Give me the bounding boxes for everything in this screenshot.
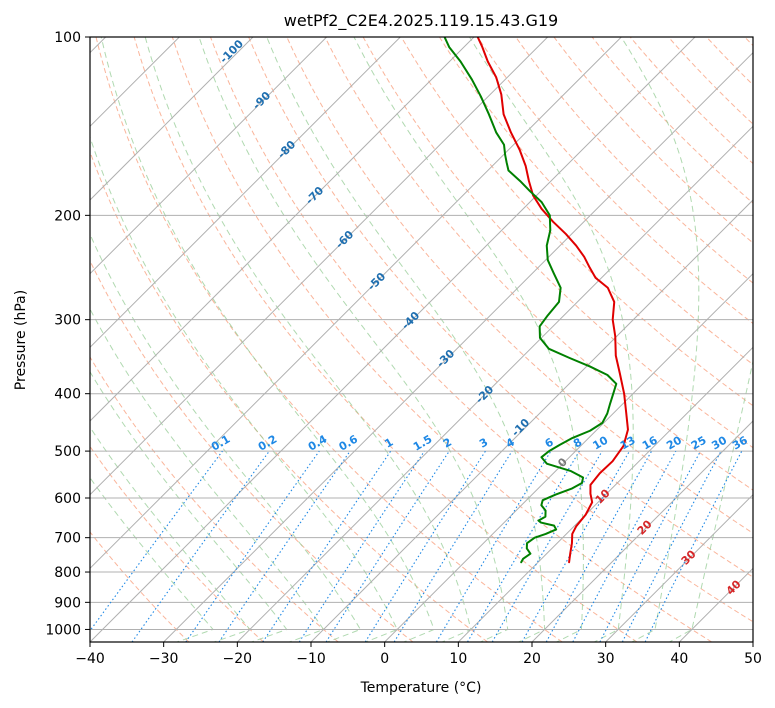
y-tick-label: 1000 (45, 622, 81, 638)
moist-adiabat (620, 37, 700, 642)
x-tick-label: −30 (149, 651, 179, 667)
x-axis-title: Temperature (°C) (360, 680, 482, 696)
mixing-ratio-line (185, 450, 320, 642)
x-tick-label: −20 (223, 651, 253, 667)
dry-adiabat (324, 37, 753, 491)
x-tick-label: 20 (523, 651, 541, 667)
isotherm (90, 37, 475, 422)
mixing-ratio-line (435, 450, 552, 642)
x-axis: −40 −30 −20 −10 0 10 20 30 40 50 (75, 642, 762, 667)
dry-adiabat (90, 356, 339, 642)
dry-adiabat (90, 150, 488, 642)
isotherm (90, 37, 254, 201)
dry-adiabat (133, 37, 638, 642)
dewpoint-profile-line (443, 37, 618, 564)
isotherm (236, 125, 753, 642)
mixing-ratio-line (218, 450, 351, 642)
isotherm (90, 37, 401, 349)
y-axis: 100 200 300 400 500 600 700 800 900 1000 (45, 30, 90, 638)
moist-adiabat (668, 358, 753, 642)
isotherm (310, 199, 753, 642)
y-tick-label: 300 (54, 313, 81, 329)
temperature-profile-line (476, 37, 629, 564)
mixing-ratio-line (393, 450, 513, 642)
moist-adiabat (90, 233, 362, 642)
moist-adiabat (90, 476, 214, 642)
y-tick-label: 100 (54, 30, 81, 46)
mixing-ratio-line (90, 450, 223, 632)
isotherm (90, 37, 328, 275)
dry-adiabat (400, 37, 753, 407)
dry-adiabat (90, 531, 190, 642)
mixing-ratio-line (131, 450, 270, 642)
mixing-ratio-line (364, 450, 486, 642)
isotherm (384, 272, 753, 642)
isotherm (605, 493, 753, 642)
moist-adiabat (100, 37, 435, 642)
plot-data (443, 37, 629, 564)
moist-adiabat (90, 135, 398, 642)
x-tick-label: −10 (296, 651, 326, 667)
dry-adiabat (477, 37, 753, 325)
y-tick-label: 600 (54, 491, 81, 507)
y-tick-label: 400 (54, 387, 81, 403)
isotherm (531, 420, 753, 642)
x-tick-label: 40 (670, 651, 688, 667)
y-tick-label: 700 (54, 531, 81, 547)
moist-adiabat (144, 37, 472, 642)
y-tick-label: 500 (54, 444, 81, 460)
moist-adiabat (90, 308, 325, 642)
dry-adiabat (171, 37, 712, 642)
dry-adiabat (90, 259, 414, 642)
x-tick-label: 50 (744, 651, 762, 667)
mixing-ratio-line (491, 450, 603, 642)
isotherm (457, 346, 753, 642)
y-tick-label: 800 (54, 565, 81, 581)
isotherm (90, 37, 622, 570)
isotherm (90, 37, 696, 642)
moist-adiabat (198, 37, 509, 642)
isotherm (163, 51, 753, 642)
moist-adiabat (469, 37, 634, 642)
mixing-ratio-line (521, 450, 630, 642)
dry-adiabat (553, 37, 753, 244)
moist-adiabat (90, 426, 251, 642)
x-tick-label: 30 (597, 651, 615, 667)
x-tick-label: 0 (380, 651, 389, 667)
plot-frame (89, 36, 754, 643)
chart-title: wetPf2_C2E4.2025.119.15.43.G19 (284, 11, 558, 31)
dry-adiabat (248, 37, 753, 578)
dry-adiabat (286, 37, 753, 534)
isotherm (90, 37, 549, 496)
y-axis-title: Pressure (hPa) (13, 290, 29, 390)
dry-adiabat (591, 37, 753, 204)
dry-adiabat (95, 37, 563, 642)
mixing-ratio-line (467, 450, 580, 642)
x-tick-label: −40 (75, 651, 105, 667)
mixing-ratio-line (545, 450, 653, 642)
moist-adiabat (90, 370, 288, 642)
mixing-ratio-line (325, 450, 450, 642)
plot-grid (90, 37, 753, 642)
mixing-ratio-line (572, 450, 677, 642)
y-tick-label: 200 (54, 208, 81, 224)
x-tick-label: 10 (449, 651, 467, 667)
y-tick-label: 900 (54, 595, 81, 611)
dry-adiabat (439, 37, 753, 366)
dry-adiabat (210, 37, 753, 623)
moist-adiabat (266, 37, 546, 642)
